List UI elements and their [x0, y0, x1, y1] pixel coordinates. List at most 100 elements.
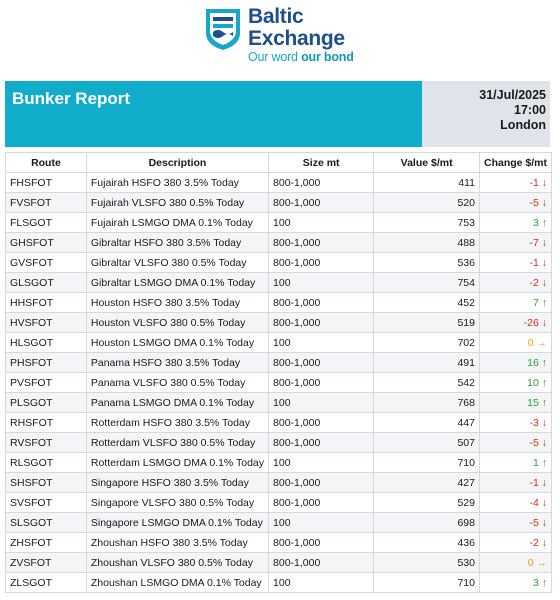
- change-cell: 0 →: [478, 332, 553, 353]
- change-cell: -1 ↓: [478, 172, 553, 193]
- arrow-down-icon: ↓: [538, 196, 547, 209]
- change-cell: -7 ↓: [478, 232, 553, 253]
- size-cell: 800-1,000: [268, 312, 375, 333]
- value-cell: 491: [373, 352, 480, 373]
- description-cell: Panama HSFO 380 3.5% Today: [85, 352, 270, 373]
- route-cell: FLSGOT: [5, 212, 87, 233]
- change-value: -2: [529, 276, 539, 289]
- size-cell: 800-1,000: [268, 172, 375, 193]
- value-cell: 710: [373, 572, 480, 593]
- change-value: -5: [529, 436, 539, 449]
- size-cell: 100: [268, 572, 375, 593]
- change-cell: -26 ↓: [478, 312, 553, 333]
- size-cell: 100: [268, 332, 375, 353]
- arrow-down-icon: ↓: [538, 436, 547, 449]
- report-date: 31/Jul/2025: [479, 88, 546, 102]
- size-cell: 800-1,000: [268, 192, 375, 213]
- value-cell: 698: [373, 512, 480, 533]
- brand-name-line2: Exchange: [248, 27, 345, 50]
- col-description-header: Description: [85, 152, 270, 173]
- change-value: -5: [529, 196, 539, 209]
- report-header: Bunker Report 31/Jul/2025 17:00 London: [5, 81, 550, 147]
- change-cell: 0 →: [478, 552, 553, 573]
- change-value: -7: [529, 236, 539, 249]
- size-cell: 800-1,000: [268, 492, 375, 513]
- size-cell: 800-1,000: [268, 292, 375, 313]
- table-row: RVSFOT Rotterdam VLSFO 380 0.5% Today 800-…: [5, 432, 553, 453]
- table-row: SLSGOT Singapore LSMGO DMA 0.1% Today 100 6…: [5, 512, 553, 533]
- col-route-header: Route: [5, 152, 87, 173]
- route-cell: HLSGOT: [5, 332, 87, 353]
- report-time: 17:00: [514, 103, 546, 117]
- col-change-header: Change $/mt: [478, 152, 553, 173]
- value-cell: 488: [373, 232, 480, 253]
- size-cell: 800-1,000: [268, 412, 375, 433]
- brand-header: Baltic Exchange Our word our bond: [0, 0, 560, 80]
- table-row: FVSFOT Fujairah VLSFO 380 0.5% Today 800-1…: [5, 192, 553, 213]
- change-cell: -2 ↓: [478, 272, 553, 293]
- table-row: GLSGOT Gibraltar LSMGO DMA 0.1% Today 100 7…: [5, 272, 553, 293]
- route-cell: ZVSFOT: [5, 552, 87, 573]
- change-cell: 7 ↑: [478, 292, 553, 313]
- table-row: HLSGOT Houston LSMGO DMA 0.1% Today 100 702…: [5, 332, 553, 353]
- arrow-up-icon: ↑: [538, 296, 547, 309]
- route-cell: SVSFOT: [5, 492, 87, 513]
- value-cell: 768: [373, 392, 480, 413]
- size-cell: 800-1,000: [268, 532, 375, 553]
- size-cell: 800-1,000: [268, 472, 375, 493]
- table-row: ZVSFOT Zhoushan VLSFO 380 0.5% Today 800-1…: [5, 552, 553, 573]
- value-cell: 507: [373, 432, 480, 453]
- description-cell: Fujairah LSMGO DMA 0.1% Today: [85, 212, 270, 233]
- change-cell: 1 ↑: [478, 452, 553, 473]
- col-value-header: Value $/mt: [373, 152, 480, 173]
- value-cell: 452: [373, 292, 480, 313]
- description-cell: Zhoushan HSFO 380 3.5% Today: [85, 532, 270, 553]
- size-cell: 100: [268, 212, 375, 233]
- route-cell: HVSFOT: [5, 312, 87, 333]
- size-cell: 800-1,000: [268, 552, 375, 573]
- arrow-up-icon: ↑: [538, 396, 547, 409]
- change-cell: -1 ↓: [478, 252, 553, 273]
- size-cell: 100: [268, 272, 375, 293]
- value-cell: 536: [373, 252, 480, 273]
- value-cell: 519: [373, 312, 480, 333]
- table-row: HVSFOT Houston VLSFO 380 0.5% Today 800-1,…: [5, 312, 553, 333]
- table-row: FHSFOT Fujairah HSFO 380 3.5% Today 800-1,…: [5, 172, 553, 193]
- size-cell: 100: [268, 392, 375, 413]
- table-row: PLSGOT Panama LSMGO DMA 0.1% Today 100 768 1…: [5, 392, 553, 413]
- size-cell: 800-1,000: [268, 252, 375, 273]
- change-value: 16: [527, 356, 539, 369]
- change-cell: -3 ↓: [478, 412, 553, 433]
- baltic-exchange-logo-icon: [206, 9, 240, 50]
- change-cell: -1 ↓: [478, 472, 553, 493]
- table-row: HHSFOT Houston HSFO 380 3.5% Today 800-1,0…: [5, 292, 553, 313]
- route-cell: PHSFOT: [5, 352, 87, 373]
- size-cell: 100: [268, 512, 375, 533]
- route-cell: PVSFOT: [5, 372, 87, 393]
- size-cell: 800-1,000: [268, 432, 375, 453]
- description-cell: Singapore LSMGO DMA 0.1% Today: [85, 512, 270, 533]
- change-cell: -2 ↓: [478, 532, 553, 553]
- route-cell: PLSGOT: [5, 392, 87, 413]
- tagline-bold: our bond: [301, 50, 354, 64]
- description-cell: Singapore VLSFO 380 0.5% Today: [85, 492, 270, 513]
- description-cell: Fujairah HSFO 380 3.5% Today: [85, 172, 270, 193]
- arrow-up-icon: ↑: [538, 576, 547, 589]
- description-cell: Rotterdam HSFO 380 3.5% Today: [85, 412, 270, 433]
- change-cell: 16 ↑: [478, 352, 553, 373]
- arrow-down-icon: ↓: [538, 536, 547, 549]
- value-cell: 436: [373, 532, 480, 553]
- change-value: -5: [529, 516, 539, 529]
- table-row: SVSFOT Singapore VLSFO 380 0.5% Today 800-…: [5, 492, 553, 513]
- bunker-table: Route Description Size mt Value $/mt Cha…: [5, 152, 553, 593]
- table-row: RLSGOT Rotterdam LSMGO DMA 0.1% Today 100 7…: [5, 452, 553, 473]
- description-cell: Panama VLSFO 380 0.5% Today: [85, 372, 270, 393]
- description-cell: Houston VLSFO 380 0.5% Today: [85, 312, 270, 333]
- change-value: -1: [529, 176, 539, 189]
- change-cell: 3 ↑: [478, 572, 553, 593]
- col-size-header: Size mt: [268, 152, 375, 173]
- description-cell: Gibraltar VLSFO 380 0.5% Today: [85, 252, 270, 273]
- arrow-right-icon: →: [533, 556, 547, 569]
- table-row: PHSFOT Panama HSFO 380 3.5% Today 800-1,00…: [5, 352, 553, 373]
- description-cell: Rotterdam LSMGO DMA 0.1% Today: [85, 452, 270, 473]
